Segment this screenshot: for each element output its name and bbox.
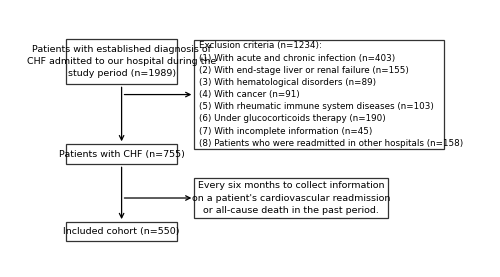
Text: Exclusion criteria (n=1234):
(1) With acute and chronic infection (n=403)
(2) Wi: Exclusion criteria (n=1234): (1) With ac… <box>199 42 463 148</box>
Text: Included cohort (n=550): Included cohort (n=550) <box>64 227 180 236</box>
FancyBboxPatch shape <box>194 178 388 218</box>
FancyBboxPatch shape <box>194 40 444 150</box>
FancyBboxPatch shape <box>66 144 177 165</box>
Text: Every six months to collect information
on a patient's cardiovascular readmissio: Every six months to collect information … <box>192 181 390 215</box>
FancyBboxPatch shape <box>66 222 177 241</box>
Text: Patients with established diagnosis of
CHF admitted to our hospital during the
s: Patients with established diagnosis of C… <box>27 45 216 78</box>
Text: Patients with CHF (n=755): Patients with CHF (n=755) <box>58 150 184 159</box>
FancyBboxPatch shape <box>66 39 177 84</box>
